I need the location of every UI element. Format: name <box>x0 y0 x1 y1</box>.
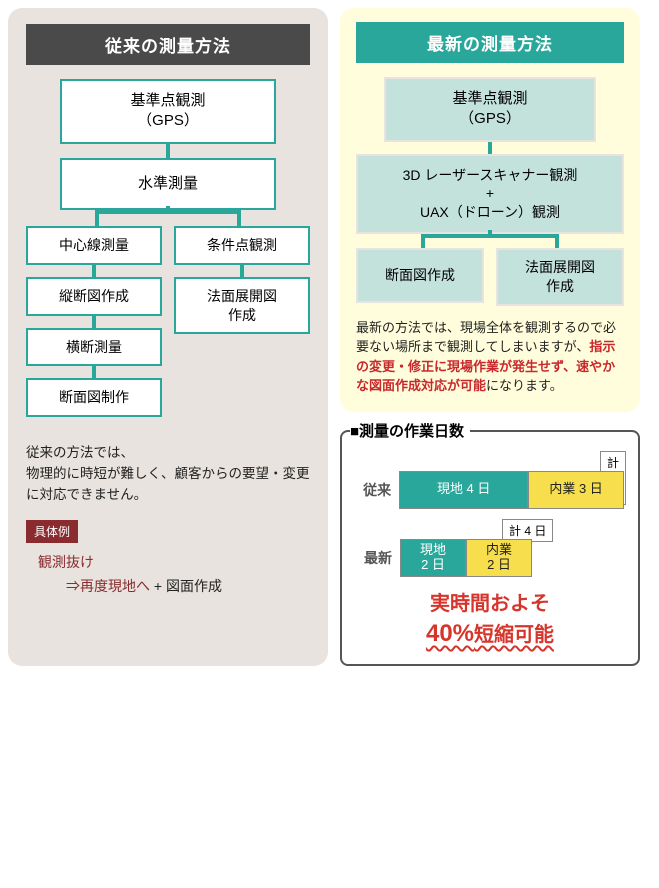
node-cross: 横断測量 <box>26 328 162 367</box>
node-slope: 法面展開図 作成 <box>174 277 310 335</box>
bar-chart: 計 7 日従来現地 4 日内業 3 日計 4 日最新現地 2 日内業 2 日 <box>356 471 624 577</box>
reduction-percent: 40% <box>426 620 474 647</box>
branch-b: 条件点観測 法面展開図 作成 <box>174 226 310 418</box>
node-condition: 条件点観測 <box>174 226 310 265</box>
bar-row: 計 7 日従来現地 4 日内業 3 日 <box>356 471 624 509</box>
bar-label: 従来 <box>356 480 399 500</box>
flow-conventional: 基準点観測 （GPS） 水準測量 中心線測量 縦断図作成 横断測量 断面図制作 <box>26 79 310 417</box>
example-red: 再度現地へ <box>80 578 150 594</box>
branch-a: 中心線測量 縦断図作成 横断測量 断面図制作 <box>26 226 162 418</box>
example-l1: 観測抜け <box>38 554 94 570</box>
node-section: 断面図制作 <box>26 378 162 417</box>
example-body: 観測抜け ⇒再度現地へ + 図面作成 <box>26 551 310 599</box>
example-block: 具体例 観測抜け ⇒再度現地へ + 図面作成 <box>26 506 310 599</box>
title-new: 最新の測量方法 <box>356 22 624 63</box>
desc-pre: 最新の方法では、現場全体を観測するので必要ない場所まで観測してしまいますが、 <box>356 320 616 355</box>
bar-segment: 内業 2 日 <box>466 539 532 577</box>
node-3d-uax: 3D レーザースキャナー観測 + UAX（ドローン）観測 <box>356 154 624 235</box>
reduction-suffix: 短縮可能 <box>474 624 554 646</box>
connector <box>166 144 170 158</box>
node-slope-new: 法面展開図 作成 <box>496 248 624 306</box>
bar-segment: 現地 4 日 <box>399 471 528 509</box>
bar-segment: 現地 2 日 <box>400 539 466 577</box>
right-column: 最新の測量方法 基準点観測 （GPS） 3D レーザースキャナー観測 + UAX… <box>340 8 640 666</box>
reduction-text: 実時間およそ 40%短縮可能 <box>356 591 624 650</box>
workdays-panel: ■測量の作業日数 計 7 日従来現地 4 日内業 3 日計 4 日最新現地 2 … <box>340 430 640 666</box>
title-conventional: 従来の測量方法 <box>26 24 310 65</box>
flow-branches: 中心線測量 縦断図作成 横断測量 断面図制作 条件点観測 法面展開図 作成 <box>26 226 310 418</box>
bar-row: 計 4 日最新現地 2 日内業 2 日 <box>356 539 624 577</box>
node-leveling: 水準測量 <box>60 158 276 210</box>
node-section-new: 断面図作成 <box>356 248 484 303</box>
example-plus: + <box>150 578 166 594</box>
panel-new-method: 最新の測量方法 基準点観測 （GPS） 3D レーザースキャナー観測 + UAX… <box>340 8 640 412</box>
reduction-l1: 実時間およそ <box>430 593 550 615</box>
flow-new: 基準点観測 （GPS） 3D レーザースキャナー観測 + UAX（ドローン）観測… <box>356 77 624 306</box>
node-gps: 基準点観測 （GPS） <box>60 79 276 144</box>
desc-post: になります。 <box>486 378 563 393</box>
arrow-icon: ⇒ <box>66 578 80 594</box>
desc-new: 最新の方法では、現場全体を観測するので必要ない場所まで観測してしまいますが、指示… <box>356 318 624 396</box>
bar-segment: 内業 3 日 <box>528 471 624 509</box>
node-centerline: 中心線測量 <box>26 226 162 265</box>
workdays-title: ■測量の作業日数 <box>350 420 470 441</box>
desc-conventional: 従来の方法では、 物理的に時短が難しく、顧客からの要望・変更に対応できません。 <box>26 443 310 506</box>
bar-label: 最新 <box>356 548 400 568</box>
node-gps-new: 基準点観測 （GPS） <box>384 77 596 142</box>
example-blk: 図面作成 <box>166 578 222 594</box>
panel-conventional: 従来の測量方法 基準点観測 （GPS） 水準測量 中心線測量 縦断図作成 横断測… <box>8 8 328 666</box>
node-profile: 縦断図作成 <box>26 277 162 316</box>
comparison-container: 従来の測量方法 基準点観測 （GPS） 水準測量 中心線測量 縦断図作成 横断測… <box>0 0 659 674</box>
example-tag: 具体例 <box>26 520 78 543</box>
